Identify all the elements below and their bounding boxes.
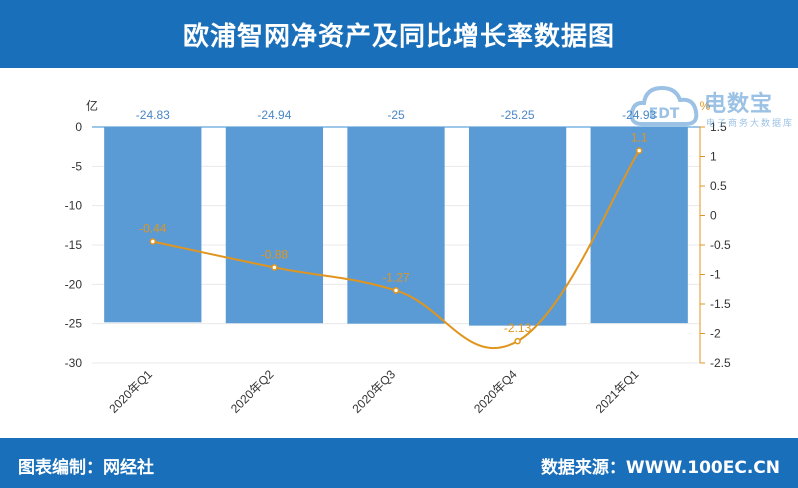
svg-text:EDT: EDT (649, 106, 680, 122)
chart-title: 欧浦智网净资产及同比增长率数据图 (182, 21, 615, 52)
right-tick-label: 1 (710, 150, 717, 164)
bar (590, 127, 688, 324)
right-axis: 1.5 1 0.5 0 -0.5 -1 -1.5 -2 -2.5% (699, 99, 731, 370)
watermark-subtext: 电子商务大数据库 (706, 119, 795, 129)
line-point (392, 287, 400, 294)
right-tick-label: -1.5 (710, 297, 731, 311)
left-tick-label: -25 (65, 317, 83, 331)
left-axis: 0 -5 -10 -15 -20 -25 -30 亿 (65, 98, 98, 370)
footer-credit: 图表编制：网经社 (18, 458, 154, 478)
x-tick-label: 2020年Q4 (471, 367, 520, 416)
right-tick-label: -2.5 (710, 356, 731, 370)
bar (225, 127, 324, 324)
line-value-label: 1.1 (631, 131, 648, 145)
x-tick-label: 2021年Q1 (593, 367, 642, 416)
header-bar: 欧浦智网净资产及同比增长率数据图 (0, 0, 798, 68)
footer-source: 数据来源：WWW.100EC.CN (540, 458, 780, 478)
bar (468, 127, 567, 326)
right-tick-label: 0 (710, 209, 717, 223)
line-value-label: -2.13 (504, 321, 532, 335)
line-value-label: -1.27 (382, 270, 410, 284)
bar-series (104, 127, 688, 326)
left-axis-unit: 亿 (86, 98, 98, 113)
x-axis: 2020年Q1 2020年Q2 2020年Q3 2020年Q4 2021年Q1 (106, 367, 641, 416)
left-tick-label: -10 (65, 199, 83, 213)
chart: 0 -5 -10 -15 -20 -25 -30 亿 1.5 1 0.5 0 -0.5 -1 -1.5 -2… (65, 98, 731, 416)
cloud-logo-icon: EDT (629, 85, 699, 126)
growth-line (152, 150, 641, 349)
line-series (149, 147, 643, 349)
left-tick-label: -15 (65, 238, 83, 252)
right-tick-label: -0.5 (710, 238, 731, 252)
bar-value-label: -25.25 (501, 108, 535, 122)
right-tick-label: 1.5 (710, 120, 727, 134)
watermark: EDT 电数宝 电子商务大数据库 (628, 76, 798, 136)
bar-value-label: -24.94 (257, 108, 291, 122)
bar (104, 127, 202, 323)
line-point (271, 264, 278, 271)
bar-value-label: -25 (387, 108, 405, 122)
right-axis-unit: % (700, 99, 711, 113)
line-value-label: -0.88 (261, 247, 289, 261)
right-tick-label: 0.5 (710, 179, 727, 193)
line-point (149, 238, 157, 245)
left-tick-label: -30 (65, 356, 83, 370)
x-tick-label: 2020年Q1 (106, 367, 155, 416)
line-point (514, 337, 521, 345)
right-tick-label: -1 (710, 268, 721, 282)
right-tick-label: -2 (710, 327, 721, 341)
x-tick-label: 2020年Q2 (228, 367, 277, 416)
line-point (635, 147, 643, 154)
left-tick-label: 0 (75, 120, 82, 134)
x-tick-label: 2020年Q3 (350, 367, 399, 416)
bar-value-label: -24.83 (136, 108, 170, 122)
watermark-text: 电数宝 (704, 92, 774, 117)
bar (347, 127, 445, 324)
left-tick-label: -5 (71, 159, 82, 173)
line-value-label: -0.44 (139, 221, 167, 235)
left-tick-label: -20 (65, 277, 83, 291)
footer-bar: 图表编制：网经社 数据来源：WWW.100EC.CN (0, 438, 798, 488)
